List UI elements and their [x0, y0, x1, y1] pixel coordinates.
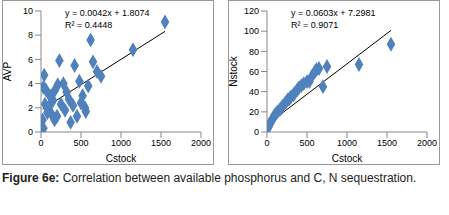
svg-text:120: 120 [244, 6, 259, 16]
svg-text:1000: 1000 [111, 138, 131, 148]
html-text:Figure 6e: Correlation between: Figure 6e: Correlation between available… [2, 171, 417, 185]
svg-text:1500: 1500 [151, 138, 171, 148]
svg-text:8: 8 [28, 30, 33, 40]
svg-text:2000: 2000 [191, 138, 211, 148]
svg-text:2000: 2000 [417, 138, 437, 148]
svg-text:6: 6 [28, 55, 33, 65]
svg-text:500: 500 [299, 138, 314, 148]
svg-text:4: 4 [28, 79, 33, 89]
svg-text:0: 0 [38, 138, 43, 148]
svg-text:1500: 1500 [377, 138, 397, 148]
svg-text:2: 2 [28, 103, 33, 113]
svg-text:10: 10 [23, 6, 33, 16]
svg-text:100: 100 [244, 26, 259, 36]
svg-text:Nstock: Nstock [229, 55, 239, 87]
svg-text:60: 60 [249, 67, 259, 77]
html-text:R² = 0.4448: R² = 0.4448 [65, 20, 113, 30]
svg-text:Cstock: Cstock [106, 153, 138, 164]
svg-text:0: 0 [28, 127, 33, 137]
svg-text:40: 40 [249, 87, 259, 97]
html-text:y = 0.0042x + 1.8074: y = 0.0042x + 1.8074 [65, 8, 150, 18]
svg-text:80: 80 [249, 47, 259, 57]
svg-text:AVP: AVP [8, 62, 13, 82]
svg-text:500: 500 [73, 138, 88, 148]
svg-text:20: 20 [249, 107, 259, 117]
svg-text:1000: 1000 [337, 138, 357, 148]
svg-text:0: 0 [264, 138, 269, 148]
html-text:y = 0.0603x + 7.2981: y = 0.0603x + 7.2981 [291, 8, 376, 18]
svg-text:Cstock: Cstock [332, 153, 364, 164]
html-text:R² = 0.9071: R² = 0.9071 [291, 20, 339, 30]
svg-text:0: 0 [254, 127, 259, 137]
